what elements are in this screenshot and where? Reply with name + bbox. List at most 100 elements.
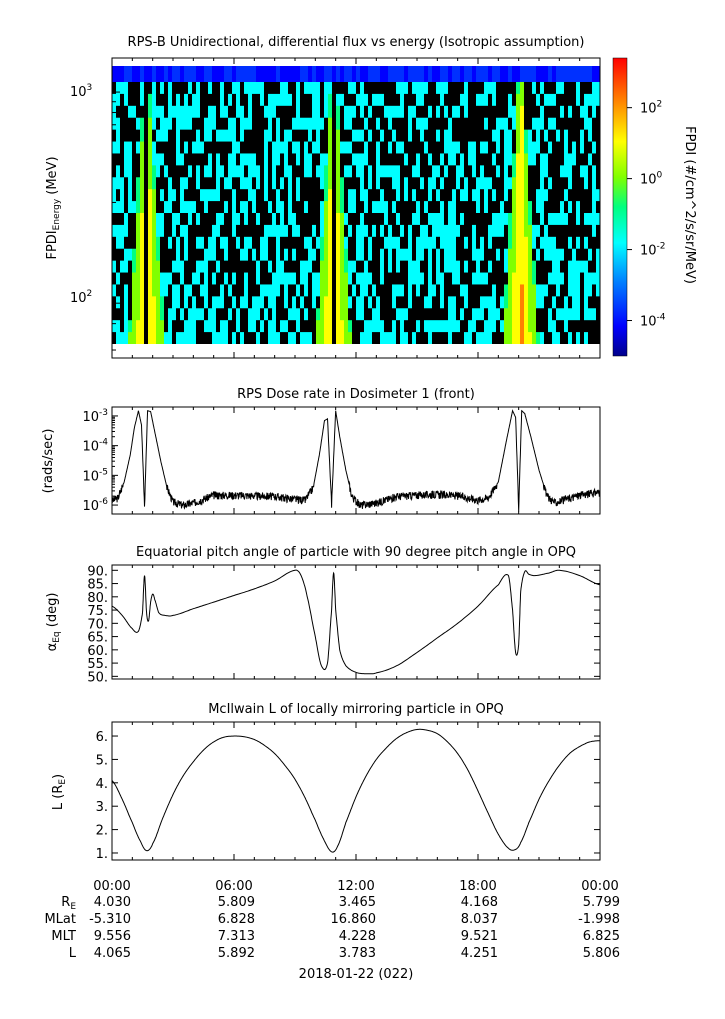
heatmap-cell — [172, 224, 177, 238]
heatmap-cell — [232, 236, 237, 250]
heatmap-cell — [192, 82, 197, 95]
heatmap-cell — [460, 308, 465, 321]
heatmap-cell — [184, 248, 189, 262]
heatmap-cell — [132, 224, 137, 238]
heatmap-cell — [368, 153, 373, 166]
heatmap-cell — [456, 165, 461, 178]
heatmap-cell — [372, 82, 377, 95]
heatmap-cell — [536, 189, 541, 202]
heatmap-cell — [504, 213, 509, 226]
heatmap-cell — [208, 165, 213, 178]
heatmap-cell — [572, 129, 577, 143]
heatmap-cell — [372, 296, 377, 309]
heatmap-cell — [272, 117, 277, 131]
heatmap-cell — [416, 236, 421, 250]
heatmap-cell — [428, 201, 433, 214]
heatmap-cell — [132, 236, 137, 250]
heatmap-cell — [480, 117, 485, 131]
heatmap-cell — [556, 117, 561, 131]
heatmap-cell — [168, 332, 173, 345]
heatmap-cell — [420, 165, 425, 178]
heatmap-cell — [452, 284, 457, 297]
heatmap-cell — [328, 141, 333, 154]
heatmap-cell — [588, 213, 593, 226]
heatmap-cell — [484, 236, 489, 250]
heatmap-cell — [596, 296, 600, 309]
heatmap-cell — [552, 344, 557, 358]
heatmap-cell — [528, 332, 533, 345]
heatmap-cell — [116, 129, 121, 143]
heatmap-cell — [352, 224, 357, 238]
heatmap-cell — [592, 117, 597, 131]
heatmap-cell — [220, 66, 225, 82]
heatmap-cell — [172, 153, 177, 166]
heatmap-cell — [544, 66, 549, 82]
heatmap-cell — [520, 308, 525, 321]
heatmap-cell — [140, 296, 145, 309]
heatmap-cell — [352, 189, 357, 202]
heatmap-cell — [472, 66, 477, 82]
heatmap-cell — [312, 93, 317, 107]
heatmap-cell — [228, 248, 233, 262]
heatmap-cell — [244, 189, 249, 202]
heatmap-cell — [552, 236, 557, 250]
heatmap-cell — [324, 93, 329, 107]
heatmap-cell — [584, 308, 589, 321]
heatmap-cell — [456, 177, 461, 190]
heatmap-cell — [228, 296, 233, 309]
heatmap-cell — [588, 248, 593, 262]
heatmap-cell — [216, 93, 221, 107]
heatmap-cell — [556, 153, 561, 166]
heatmap-cell — [312, 82, 317, 95]
heatmap-cell — [384, 320, 389, 333]
heatmap-cell — [408, 344, 413, 358]
heatmap-cell — [560, 165, 565, 178]
heatmap-cell — [588, 296, 593, 309]
heatmap-cell — [296, 117, 301, 131]
heatmap-cell — [412, 248, 417, 262]
heatmap-cell — [240, 129, 245, 143]
heatmap-cell — [328, 177, 333, 190]
heatmap-cell — [544, 236, 549, 250]
heatmap-cell — [268, 141, 273, 154]
heatmap-cell — [572, 153, 577, 166]
heatmap-cell — [112, 260, 117, 274]
heatmap-cell — [264, 332, 269, 345]
heatmap-cell — [452, 296, 457, 309]
heatmap-cell — [448, 224, 453, 238]
heatmap-cell — [280, 236, 285, 250]
heatmap-cell — [144, 93, 149, 107]
heatmap-cell — [192, 344, 197, 358]
heatmap-cell — [508, 332, 513, 345]
heatmap-cell — [428, 224, 433, 238]
heatmap-cell — [452, 224, 457, 238]
heatmap-cell — [164, 93, 169, 107]
heatmap-cell — [340, 105, 345, 119]
heatmap-cell — [264, 66, 269, 82]
heatmap-cell — [552, 153, 557, 166]
heatmap-cell — [540, 93, 545, 107]
heatmap-cell — [552, 105, 557, 119]
heatmap-cell — [212, 66, 217, 82]
heatmap-cell — [144, 201, 149, 214]
heatmap-cell — [144, 66, 149, 82]
heatmap-cell — [136, 213, 141, 226]
heatmap-cell — [188, 248, 193, 262]
heatmap-cell — [256, 82, 261, 95]
heatmap-cell — [328, 105, 333, 119]
heatmap-cell — [240, 296, 245, 309]
heatmap-cell — [496, 177, 501, 190]
heatmap-cell — [432, 332, 437, 345]
heatmap-cell — [556, 260, 561, 274]
heatmap-cell — [460, 177, 465, 190]
heatmap-cell — [548, 224, 553, 238]
heatmap-cell — [156, 296, 161, 309]
heatmap-cell — [420, 141, 425, 154]
heatmap-cell — [124, 260, 129, 274]
heatmap-cell — [164, 141, 169, 154]
heatmap-cell — [164, 260, 169, 274]
heatmap-cell — [580, 308, 585, 321]
heatmap-cell — [508, 82, 513, 95]
heatmap-cell — [224, 236, 229, 250]
heatmap-cell — [308, 320, 313, 333]
